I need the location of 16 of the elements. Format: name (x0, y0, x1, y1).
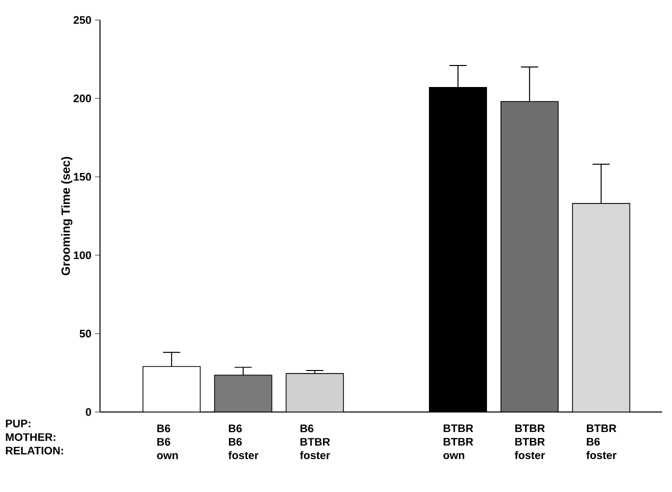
y-tick-label: 50 (80, 330, 92, 338)
x-tick-label: BTBR BTBR foster (514, 424, 545, 460)
x-tick-label: BTBR B6 foster (586, 424, 616, 460)
y-tick-label: 150 (74, 172, 92, 181)
y-axis-title: Grooming Time (sec) (61, 156, 72, 276)
x-tick-label: BTBR BTBR own (443, 424, 474, 460)
x-tick-label: B6 B6 own (157, 424, 178, 460)
y-tick-label: 100 (74, 251, 92, 260)
text: PUP: (6, 420, 30, 428)
x-tick-label: B6 B6 foster (228, 424, 258, 460)
x-tick-label: B6 BTBR foster (300, 424, 330, 460)
y-tick-label: 0 (86, 408, 92, 416)
y-tick-label: 200 (74, 94, 92, 102)
y-tick-label: 250 (74, 16, 92, 24)
text: RELATION: (6, 446, 63, 454)
text: MOTHER: (6, 433, 56, 441)
